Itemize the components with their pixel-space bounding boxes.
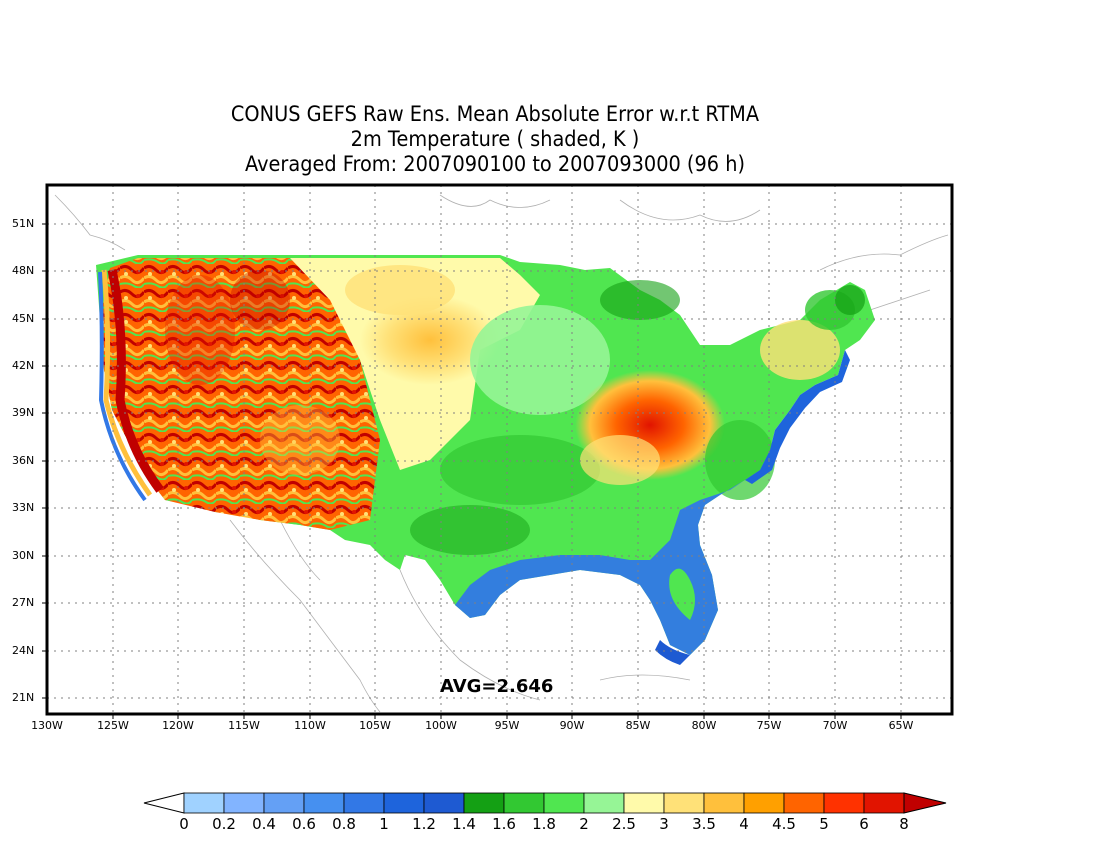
lat-label: 48N <box>12 264 35 277</box>
lon-label: 85W <box>625 719 651 732</box>
lat-label: 39N <box>12 406 35 419</box>
colorbar-label: 1.4 <box>452 815 476 833</box>
colorbar-label: 2.5 <box>612 815 636 833</box>
colorbar-label: 1.6 <box>492 815 516 833</box>
colorbar-label: 1.2 <box>412 815 436 833</box>
lon-label: 95W <box>494 719 520 732</box>
colorbar-label: 5 <box>819 815 829 833</box>
map-border <box>45 183 954 716</box>
lon-label: 70W <box>822 719 848 732</box>
lon-label: 130W <box>31 719 63 732</box>
lat-label: 42N <box>12 359 35 372</box>
lat-label: 51N <box>12 217 35 230</box>
lon-label: 80W <box>691 719 717 732</box>
lat-label: 24N <box>12 644 35 657</box>
colorbar-label: 0.4 <box>252 815 276 833</box>
lon-label: 90W <box>559 719 585 732</box>
title-line-1: CONUS GEFS Raw Ens. Mean Absolute Error … <box>230 102 760 126</box>
lon-label: 100W <box>425 719 457 732</box>
lat-label: 21N <box>12 691 35 704</box>
lon-label: 110W <box>294 719 326 732</box>
colorbar-label: 2 <box>579 815 589 833</box>
average-label: AVG=2.646 <box>440 676 554 697</box>
lon-label: 125W <box>97 719 129 732</box>
lat-label: 36N <box>12 454 35 467</box>
colorbar-label: 4 <box>739 815 749 833</box>
lat-label: 33N <box>12 501 35 514</box>
colorbar-label: 0.8 <box>332 815 356 833</box>
gulf-coast-band <box>455 480 745 655</box>
colorbar-label: 8 <box>899 815 909 833</box>
colorbar-label: 0.2 <box>212 815 236 833</box>
title-line-2: 2m Temperature ( shaded, K ) <box>350 127 640 151</box>
lat-label: 30N <box>12 549 35 562</box>
lon-label: 65W <box>888 719 914 732</box>
lon-label: 115W <box>228 719 260 732</box>
colorbar-label: 4.5 <box>772 815 796 833</box>
colorbar-label: 3.5 <box>692 815 716 833</box>
colorbar-label: 0.6 <box>292 815 316 833</box>
colorbar-label: 0 <box>179 815 189 833</box>
map-title: CONUS GEFS Raw Ens. Mean Absolute Error … <box>0 102 990 177</box>
colorbar-label: 6 <box>859 815 869 833</box>
lat-label: 27N <box>12 596 35 609</box>
coastline <box>54 194 949 713</box>
colorbar-label: 3 <box>659 815 669 833</box>
lon-label: 120W <box>162 719 194 732</box>
title-line-3: Averaged From: 2007090100 to 2007093000 … <box>245 152 745 176</box>
lon-label: 105W <box>359 719 391 732</box>
colorbar-label: 1 <box>379 815 389 833</box>
colorbar-label: 1.8 <box>532 815 556 833</box>
lat-label: 45N <box>12 312 35 325</box>
lon-label: 75W <box>756 719 782 732</box>
